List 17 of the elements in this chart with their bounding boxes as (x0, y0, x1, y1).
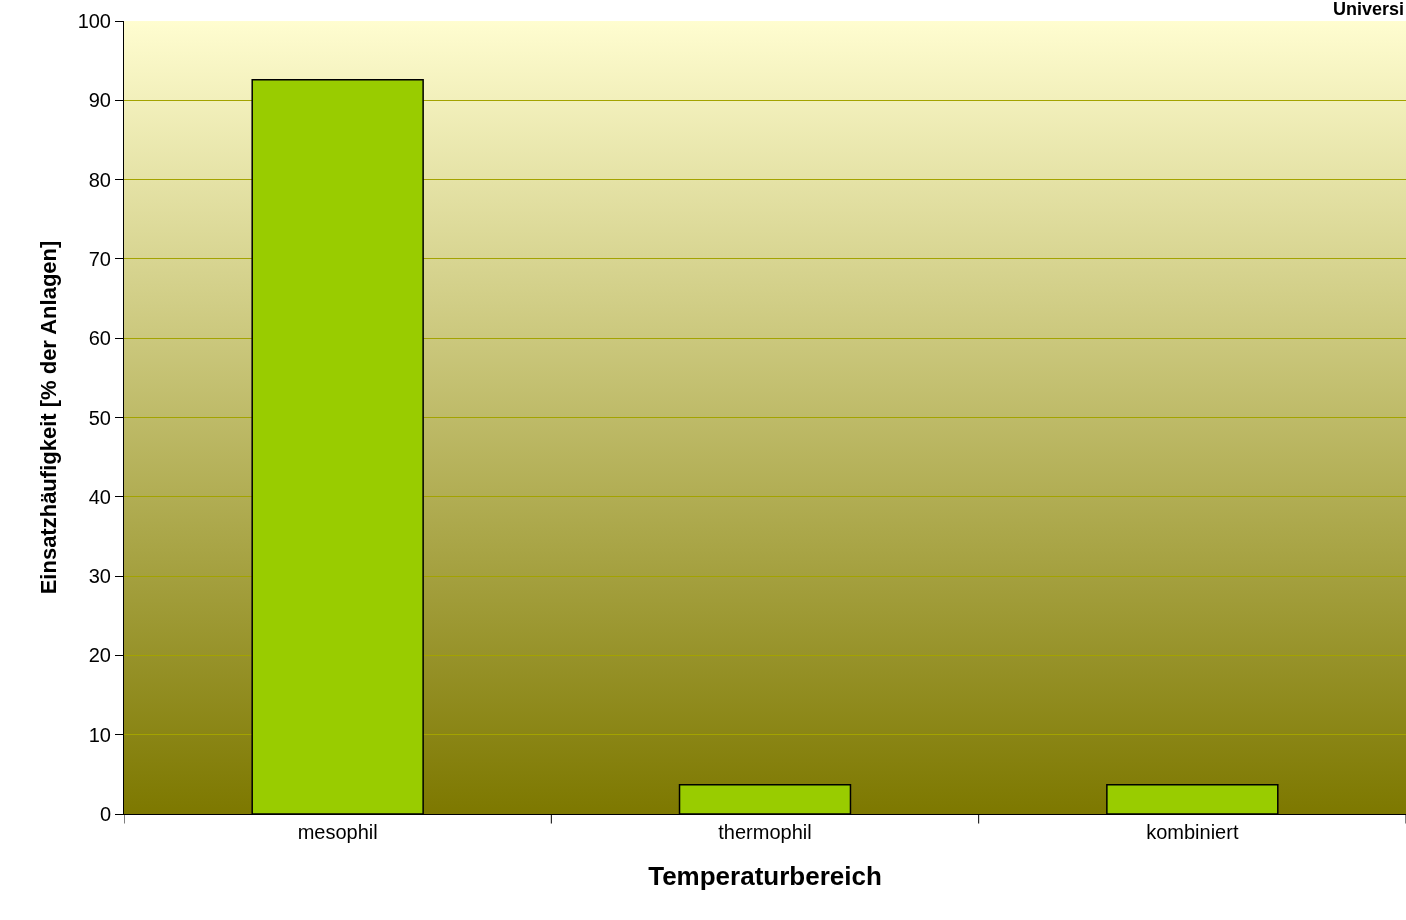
x-tick-label: kombiniert (1146, 821, 1239, 843)
y-tick-label: 30 (88, 565, 111, 588)
y-tick-label: 40 (88, 485, 111, 508)
y-tick-label: 90 (88, 89, 111, 112)
y-tick-label: 0 (99, 803, 111, 825)
x-tick-label: thermophil (718, 821, 812, 843)
y-tick-label: 50 (88, 406, 111, 429)
y-axis-title: Einsatzhäufigkeit [% der Anlagen] (36, 240, 62, 595)
y-tick-label: 100 (77, 10, 111, 32)
y-tick-label: 10 (88, 723, 111, 746)
y-tick-label: 20 (88, 644, 111, 667)
x-tick-label: mesophil (297, 821, 378, 843)
y-tick-label: 60 (88, 327, 111, 350)
y-tick-label: 80 (88, 168, 111, 191)
text: Universi (1333, 0, 1405, 19)
y-tick-label: 70 (88, 247, 111, 270)
x-axis-title: Temperaturbereich (648, 860, 882, 891)
